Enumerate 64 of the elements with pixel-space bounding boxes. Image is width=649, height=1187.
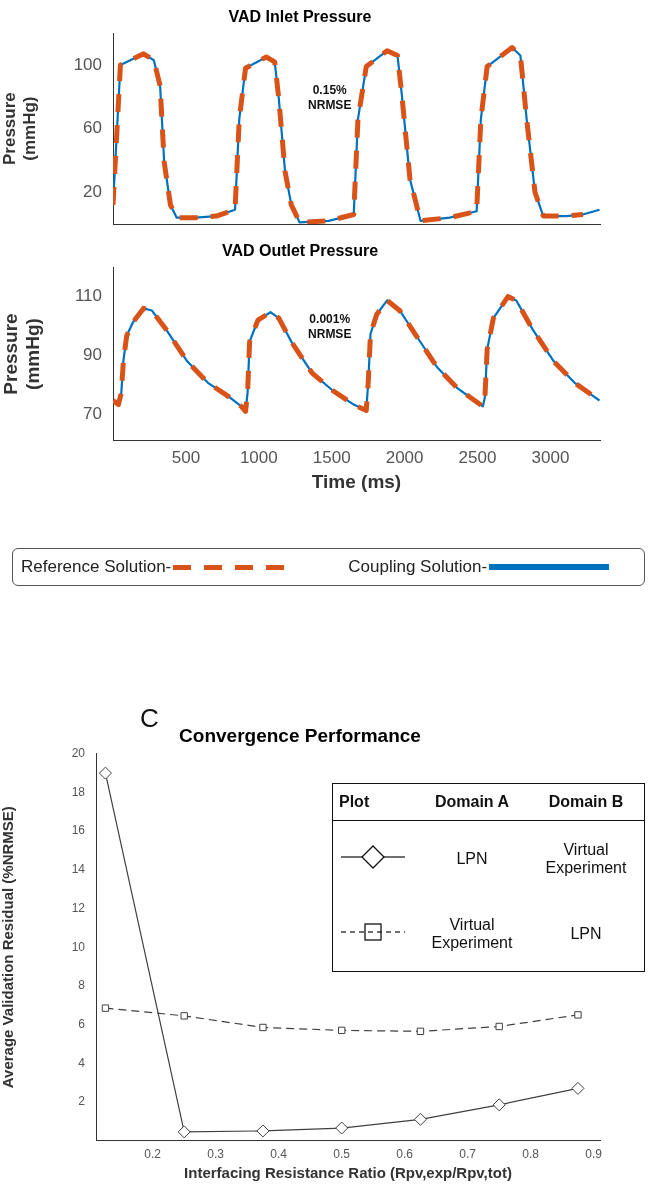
x-tick-label: 0.2 xyxy=(144,1147,162,1162)
y-tick-label: 4 xyxy=(78,1055,86,1070)
annotation: Virtual Experiment xyxy=(430,915,514,952)
point xyxy=(98,766,112,780)
text: C xyxy=(140,703,159,734)
point xyxy=(180,1012,188,1020)
y-tick-label: 16 xyxy=(71,823,86,838)
x-tick-label: 0.7 xyxy=(459,1147,477,1162)
annotation: Virtual Experiment xyxy=(544,840,628,877)
annotation: Plot xyxy=(338,793,371,811)
annotation: LPN xyxy=(569,924,603,943)
y-tick-label: 8 xyxy=(78,978,86,993)
legend-label: Coupling Solution- xyxy=(348,557,488,577)
y-axis-title: Pressure (mmHg) xyxy=(0,313,44,395)
point xyxy=(177,1125,191,1139)
point xyxy=(571,1081,585,1095)
chart-title: VAD Inlet Pressure xyxy=(228,8,372,26)
y-tick-label: 20 xyxy=(83,181,102,201)
y-tick-label: 20 xyxy=(71,746,86,761)
legend-label: Reference Solution- xyxy=(21,557,172,577)
point xyxy=(259,1023,267,1032)
x-axis-title: Interfacing Resistance Ratio (Rpv,exp/Rpv,tot) xyxy=(184,1164,512,1182)
annotation: 0.15% NRMSE xyxy=(308,82,352,112)
x-tick-label: 3000 xyxy=(531,447,570,467)
point xyxy=(335,1121,349,1135)
y-tick-label: 10 xyxy=(71,939,86,954)
point xyxy=(495,1022,503,1031)
x-tick-label: 0.4 xyxy=(270,1147,288,1162)
y-tick-label: 70 xyxy=(83,404,102,424)
point xyxy=(416,1027,425,1036)
y-tick-label: 110 xyxy=(74,286,102,306)
x-tick-label: 0.5 xyxy=(333,1147,351,1162)
point xyxy=(101,1004,110,1012)
x-axis-title: Time (ms) xyxy=(311,470,402,492)
point xyxy=(338,1026,346,1035)
y-tick-label: 60 xyxy=(83,118,102,138)
annotation: Domain A xyxy=(433,793,511,811)
y-tick-label: 2 xyxy=(78,1094,86,1109)
point xyxy=(574,1011,582,1019)
x-tick-label: 0.3 xyxy=(207,1147,225,1162)
y-axis-title: Pressure (mmHg) xyxy=(0,92,40,165)
chart-title: Convergence Performance xyxy=(179,724,421,746)
x-tick-label: 0.9 xyxy=(585,1147,603,1162)
x-tick-label: 1500 xyxy=(312,447,351,467)
y-tick-label: 100 xyxy=(73,54,102,74)
chart-title: VAD Outlet Pressure xyxy=(221,242,379,260)
annotation: Domain B xyxy=(547,793,625,811)
x-tick-label: 0.8 xyxy=(522,1147,540,1162)
y-tick-label: 6 xyxy=(78,1016,86,1031)
y-tick-label: 14 xyxy=(71,862,86,877)
x-tick-label: 1000 xyxy=(239,447,278,467)
point xyxy=(256,1124,270,1138)
y-tick-label: 18 xyxy=(71,784,86,799)
y-axis-title: Average Validation Residual (%NRMSE) xyxy=(0,806,17,1089)
x-tick-label: 2500 xyxy=(458,447,497,467)
x-tick-label: 500 xyxy=(171,447,201,467)
y-tick-label: 90 xyxy=(83,345,102,365)
y-tick-label: 12 xyxy=(71,900,86,915)
annotation: LPN xyxy=(455,849,489,868)
annotation: 0.001% NRMSE xyxy=(308,311,352,341)
x-tick-label: 0.6 xyxy=(396,1147,414,1162)
point xyxy=(413,1112,427,1126)
x-tick-label: 2000 xyxy=(385,447,424,467)
point xyxy=(492,1098,506,1112)
